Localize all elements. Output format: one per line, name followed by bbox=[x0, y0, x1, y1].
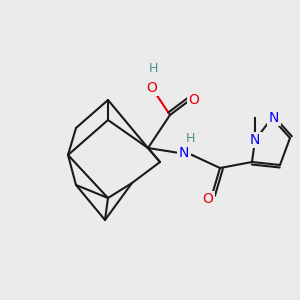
Text: H: H bbox=[148, 62, 158, 76]
Text: H: H bbox=[185, 131, 195, 145]
Text: N: N bbox=[250, 133, 260, 147]
Text: O: O bbox=[202, 192, 213, 206]
Text: O: O bbox=[189, 93, 200, 107]
Text: N: N bbox=[179, 146, 189, 160]
Text: N: N bbox=[269, 111, 279, 125]
Text: O: O bbox=[147, 81, 158, 95]
